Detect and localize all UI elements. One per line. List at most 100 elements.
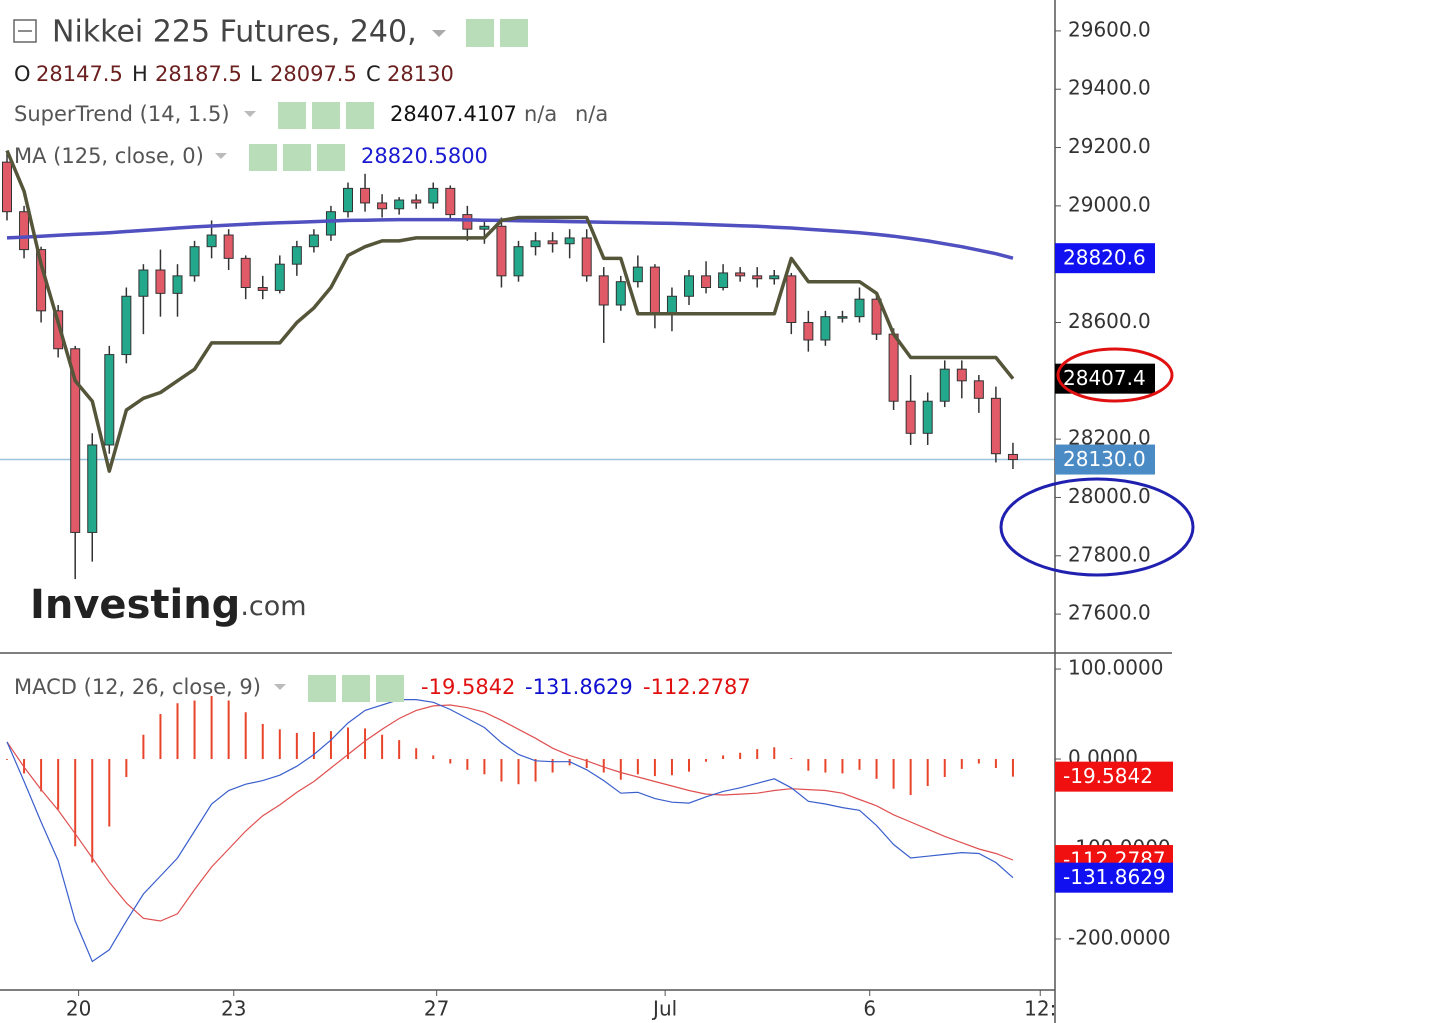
price-tag [1055, 243, 1155, 274]
histogram-bar [534, 759, 537, 782]
indicator-value: -112.2787 [643, 675, 751, 699]
candle-body [990, 397, 1001, 455]
candle-body [206, 234, 217, 248]
histogram-bar [278, 729, 281, 760]
candle-body [377, 202, 388, 210]
dropdown[interactable] [274, 684, 286, 690]
remove-button[interactable] [317, 144, 345, 171]
y-tick-label: -200.0000 [1068, 925, 1171, 949]
dropdown[interactable] [215, 153, 227, 159]
settings-button[interactable] [500, 19, 528, 47]
candle-body [155, 269, 166, 294]
histogram-bar [875, 759, 878, 779]
candle-body [70, 348, 81, 533]
annotation-circle [999, 477, 1195, 577]
y-tick-label: 28000.0 [1068, 484, 1151, 508]
histogram-bar [994, 759, 997, 769]
histogram-bar [705, 759, 708, 762]
histogram-bar [449, 759, 452, 764]
candle-body [257, 287, 268, 291]
histogram-bar [329, 731, 332, 760]
chart-title: Nikkei 225 Futures, 240, [52, 15, 417, 50]
histogram-bar [415, 748, 418, 760]
histogram-bar [722, 755, 725, 760]
histogram-bar [210, 696, 213, 760]
candle-body [973, 380, 984, 399]
histogram-bar [960, 759, 963, 769]
histogram-bar [602, 759, 605, 773]
dropdown[interactable] [244, 111, 256, 117]
y-tick-label: 29000.0 [1068, 192, 1151, 216]
candle-body [564, 237, 575, 245]
candle-body [922, 400, 933, 434]
y-tick-label: 27800.0 [1068, 542, 1151, 566]
x-tick-label: 27 [424, 997, 449, 1021]
candle-body [104, 354, 115, 446]
candle-body [360, 187, 371, 204]
price-tag [1055, 862, 1173, 893]
candle-body [735, 272, 746, 277]
indicator-value: -19.5842 [421, 675, 515, 699]
watermark-brand: Investing [30, 582, 240, 628]
settings-button[interactable] [342, 675, 370, 702]
candle-body [138, 269, 149, 297]
remove-button[interactable] [376, 675, 404, 702]
histogram-bar [585, 759, 588, 769]
candle-body [615, 281, 626, 306]
histogram-bar [466, 759, 469, 770]
candle-body [411, 199, 422, 204]
candle-body [325, 211, 336, 236]
candle-body [632, 266, 643, 283]
histogram-bar [653, 759, 656, 777]
settings-button[interactable] [312, 102, 340, 129]
candle-body [547, 240, 558, 245]
settings-button[interactable] [283, 144, 311, 171]
histogram-bar [381, 734, 384, 760]
y-tick-label: 29400.0 [1068, 76, 1151, 100]
eye-button[interactable] [278, 102, 306, 129]
candle-body [394, 199, 405, 210]
indicator-value: 28407.4107 [390, 102, 517, 126]
candle-body [428, 187, 439, 204]
histogram-bar [193, 700, 196, 760]
candle-body [888, 333, 899, 402]
remove-button[interactable] [346, 102, 374, 129]
candle-body [649, 266, 660, 315]
candle-body [479, 225, 490, 230]
histogram-bar [551, 759, 554, 773]
price-tags: 28820.628407.428130.0-19.5842-112.2787-1… [1055, 243, 1173, 893]
histogram-bar [517, 759, 520, 785]
candle-body [87, 444, 98, 533]
candle-body [240, 257, 251, 289]
macd-line [6, 704, 1014, 922]
candle-body [462, 214, 473, 230]
watermark-domain: .com [240, 591, 306, 622]
histogram-bar [773, 747, 776, 760]
header: Nikkei 225 Futures, 240, O 28147.5 H 281… [13, 15, 751, 702]
dropdown[interactable] [432, 30, 446, 37]
histogram-bar [312, 732, 315, 760]
eye-button[interactable] [249, 144, 277, 171]
candle-body [939, 368, 950, 402]
histogram-bar [6, 759, 8, 760]
histogram-bar [688, 759, 690, 772]
eye-button[interactable] [308, 675, 336, 702]
histogram-bar [977, 759, 980, 764]
histogram-bar [398, 740, 401, 760]
candle-body [905, 400, 916, 434]
candle-body [956, 368, 967, 382]
histogram-bar [619, 759, 622, 780]
candle-body [121, 295, 132, 356]
candle-body [820, 316, 831, 341]
histogram-bar [295, 732, 298, 760]
indicator-name: MA (125, close, 0) [14, 144, 204, 168]
price-tag-label: 28407.4 [1063, 366, 1146, 390]
histogram-bar [943, 759, 946, 778]
eye-button[interactable] [466, 19, 494, 47]
candle-body [2, 161, 12, 213]
histogram-bar [670, 759, 673, 776]
candle-body [274, 263, 285, 291]
histogram-bar [244, 712, 247, 760]
histogram-bar [57, 759, 60, 810]
watermark: Investing.com [30, 582, 307, 628]
